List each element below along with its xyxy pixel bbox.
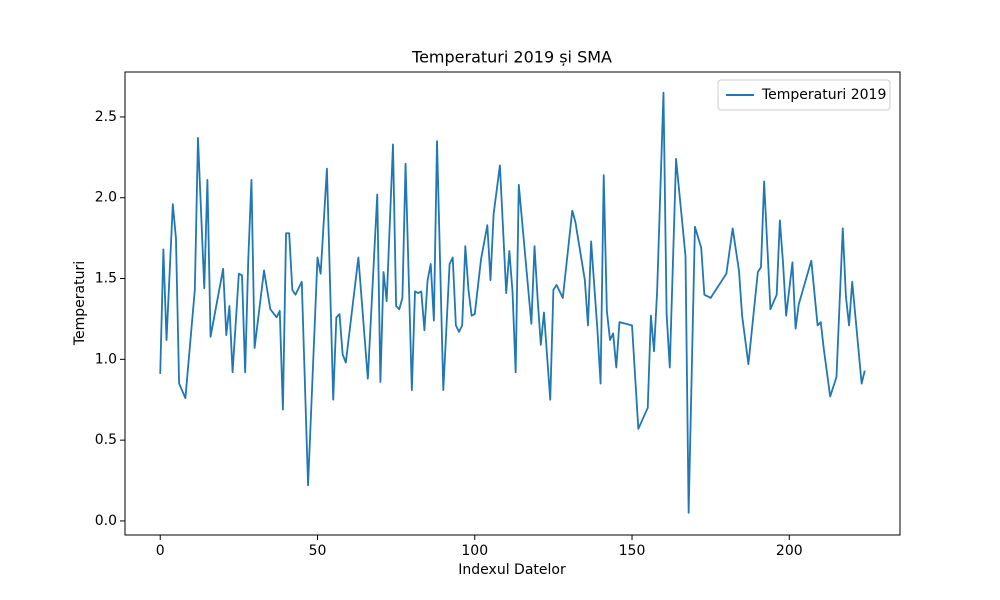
y-tick-label: 2.0 bbox=[95, 190, 117, 206]
line-series bbox=[159, 91, 866, 514]
x-axis-label: Indexul Datelor bbox=[458, 562, 566, 578]
x-tick-label: 150 bbox=[619, 543, 646, 559]
x-tick-label: 100 bbox=[461, 543, 488, 559]
chart-title: Temperaturi 2019 și SMA bbox=[411, 48, 612, 67]
y-tick-label: 0.0 bbox=[95, 513, 117, 529]
x-tick-label: 200 bbox=[776, 543, 803, 559]
y-tick-label: 2.5 bbox=[95, 109, 117, 125]
y-tick-label: 1.5 bbox=[95, 271, 117, 287]
y-tick-label: 0.5 bbox=[95, 432, 117, 448]
x-tick-label: 0 bbox=[156, 543, 165, 559]
y-tick-label: 1.0 bbox=[95, 351, 117, 367]
plot-frame bbox=[124, 71, 901, 536]
legend-box bbox=[717, 79, 891, 111]
legend-label: Temperaturi 2019 bbox=[761, 87, 886, 103]
x-tick-label: 50 bbox=[309, 543, 327, 559]
y-axis-label: Temperaturi bbox=[72, 261, 88, 346]
